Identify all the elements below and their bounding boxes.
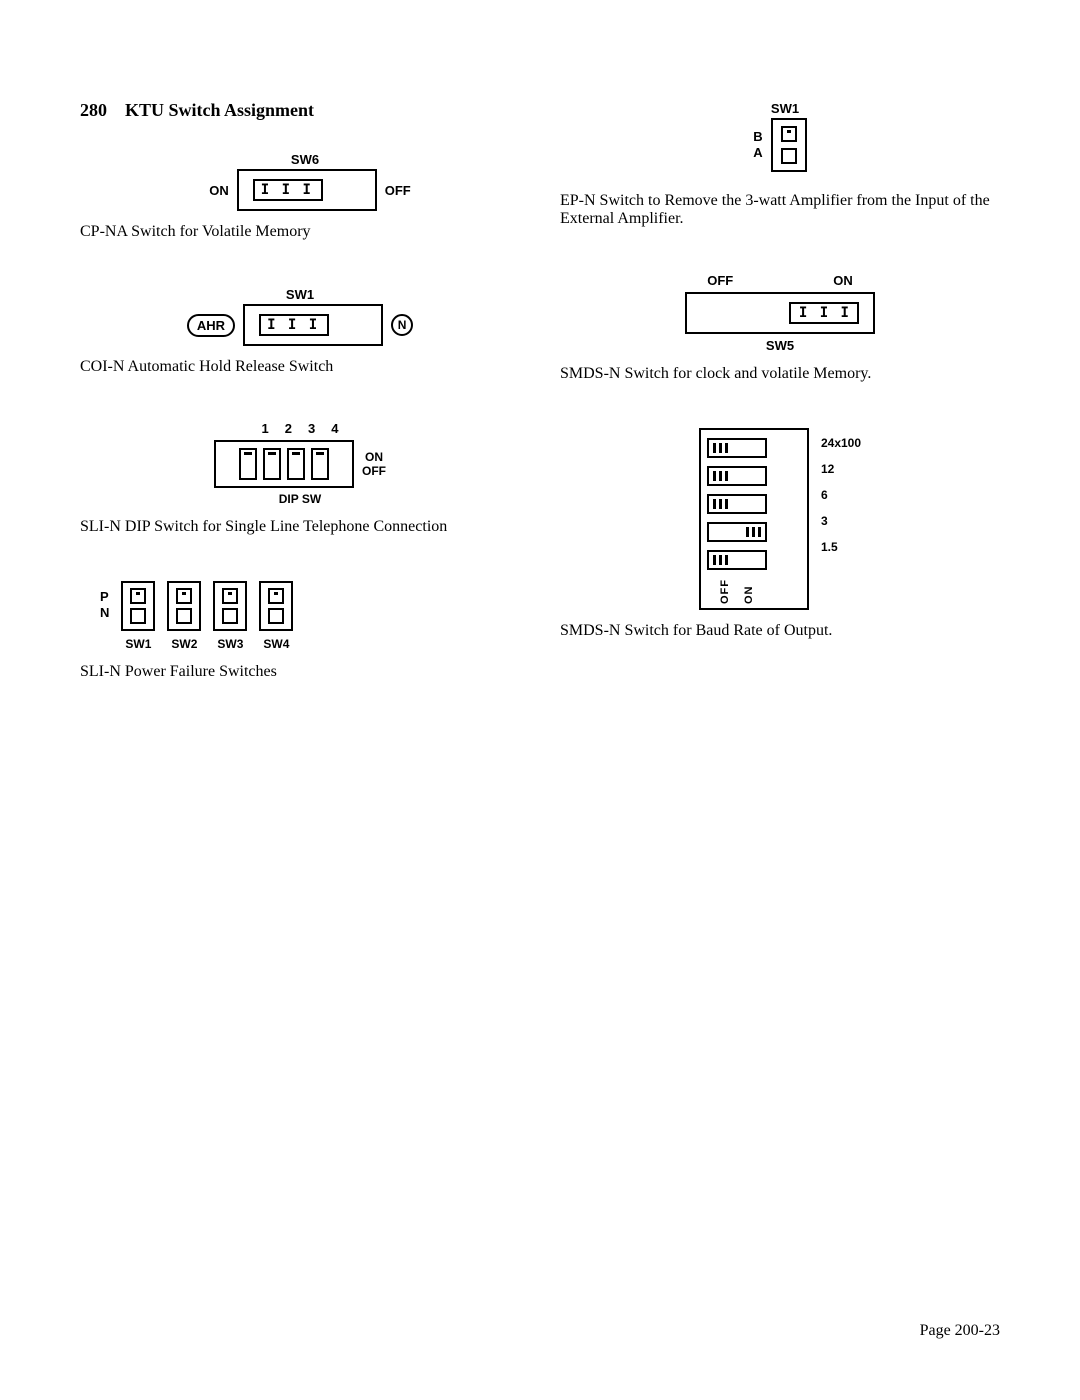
pf-box-4	[259, 581, 293, 631]
dip-cell-1	[239, 448, 257, 480]
sw6-slider: I I I	[253, 179, 323, 201]
epn-ba: B A	[753, 129, 762, 160]
pf-unit-3: SW3	[213, 581, 247, 651]
sw6-ticks: I I I	[261, 182, 313, 198]
right-column: SW1 B A EP-N Switch to Remove the 3-watt…	[560, 100, 1000, 726]
epn-diagram: B A	[560, 118, 1000, 172]
baud-onoff: OFF ON	[719, 579, 755, 604]
pf-caption: SLI-N Power Failure Switches	[80, 663, 520, 681]
pf-p: P	[100, 589, 109, 605]
sw6-block: SW6 ON I I I OFF CP-NA Switch for Volati…	[80, 151, 520, 241]
sw1-box: I I I	[243, 304, 383, 346]
sw1-diagram: AHR I I I N	[80, 304, 520, 346]
sw5-ticks: I I I	[799, 305, 851, 321]
dip-diagram: 1 2 3 4 ON OFF	[80, 421, 520, 506]
pf-lbl-4: SW4	[259, 637, 293, 651]
baud-r3: 6	[821, 488, 861, 502]
pf-n: N	[100, 605, 109, 621]
dip-1: 1	[262, 421, 269, 436]
baud-r1: 24x100	[821, 436, 861, 450]
dip-3: 3	[308, 421, 315, 436]
pf-lbl-3: SW3	[213, 637, 247, 651]
pf-diagram: P N SW1 SW2 SW3	[100, 581, 520, 651]
dip-caption: SLI-N DIP Switch for Single Line Telepho…	[80, 518, 520, 536]
dip-4: 4	[331, 421, 338, 436]
pf-pn: P N	[100, 589, 109, 620]
baud-caption: SMDS-N Switch for Baud Rate of Output.	[560, 622, 1000, 640]
title-text: KTU Switch Assignment	[125, 100, 314, 120]
dip-block: 1 2 3 4 ON OFF	[80, 421, 520, 536]
page-content: 280 KTU Switch Assignment SW6 ON I I I O…	[0, 0, 1080, 766]
left-column: 280 KTU Switch Assignment SW6 ON I I I O…	[80, 100, 520, 726]
dip-off: OFF	[362, 464, 386, 478]
dip-outer: ON OFF	[80, 440, 520, 488]
sw5-block: OFF ON I I I SW5 SMDS-N Switch for clock…	[560, 273, 1000, 383]
sw5-slider: I I I	[789, 302, 859, 324]
epn-b: B	[753, 129, 762, 145]
sw6-off: OFF	[385, 183, 411, 198]
pf-box-2	[167, 581, 201, 631]
pf-lbl-1: SW1	[121, 637, 155, 651]
pf-box-1	[121, 581, 155, 631]
pf-box-3	[213, 581, 247, 631]
dip-bottom: DIP SW	[80, 492, 520, 506]
sw1-label: SW1	[286, 287, 314, 302]
dip-on: ON	[362, 450, 386, 464]
dip-nums: 1 2 3 4	[80, 421, 520, 436]
n-circle: N	[391, 314, 413, 336]
sw6-diagram: ON I I I OFF	[100, 169, 520, 211]
pf-lbl-2: SW2	[167, 637, 201, 651]
sw6-label: SW6	[291, 152, 319, 167]
sw6-on: ON	[209, 183, 229, 198]
baud-off: OFF	[719, 579, 731, 604]
pf-unit-2: SW2	[167, 581, 201, 651]
baud-r2: 12	[821, 462, 861, 476]
dip-cell-3	[287, 448, 305, 480]
sw1-slider: I I I	[259, 314, 329, 336]
epn-a: A	[753, 145, 762, 161]
dip-2: 2	[285, 421, 292, 436]
ahr-oval: AHR	[187, 314, 235, 337]
sw5-on: ON	[833, 273, 853, 288]
pf-block: P N SW1 SW2 SW3	[80, 581, 520, 681]
dip-box	[214, 440, 354, 488]
sw6-caption: CP-NA Switch for Volatile Memory	[80, 223, 520, 241]
epn-label: SW1	[771, 101, 799, 116]
sw5-top: OFF ON	[560, 273, 1000, 288]
sw5-diagram: OFF ON I I I SW5	[560, 273, 1000, 353]
sw5-box: I I I	[685, 292, 875, 334]
sw5-label: SW5	[560, 338, 1000, 353]
baud-r5: 1.5	[821, 540, 861, 554]
dip-onoff: ON OFF	[362, 450, 386, 479]
epn-caption: EP-N Switch to Remove the 3-watt Amplifi…	[560, 192, 1000, 228]
title-num: 280	[80, 100, 107, 120]
pf-unit-1: SW1	[121, 581, 155, 651]
baud-diagram: OFF ON 24x100 12 6 3 1.5	[560, 428, 1000, 610]
baud-block: OFF ON 24x100 12 6 3 1.5 SMDS-N Switch f…	[560, 428, 1000, 640]
page-title: 280 KTU Switch Assignment	[80, 100, 520, 121]
sw1-ticks: I I I	[267, 317, 319, 333]
sw6-box: I I I	[237, 169, 377, 211]
epn-box	[771, 118, 807, 172]
dip-cell-4	[311, 448, 329, 480]
page-number: Page 200-23	[920, 1322, 1000, 1340]
baud-box: OFF ON	[699, 428, 809, 610]
pf-unit-4: SW4	[259, 581, 293, 651]
baud-r4: 3	[821, 514, 861, 528]
dip-cell-2	[263, 448, 281, 480]
epn-block: SW1 B A EP-N Switch to Remove the 3-watt…	[560, 100, 1000, 228]
sw1-caption: COI-N Automatic Hold Release Switch	[80, 358, 520, 376]
sw5-caption: SMDS-N Switch for clock and volatile Mem…	[560, 365, 1000, 383]
epn-slot-top	[781, 126, 797, 142]
sw1-ahr-block: SW1 AHR I I I N COI-N Automatic Hold Rel…	[80, 286, 520, 376]
pf-switches: SW1 SW2 SW3 SW4	[121, 581, 293, 651]
baud-on: ON	[743, 579, 755, 604]
baud-labels: 24x100 12 6 3 1.5	[809, 428, 861, 554]
epn-slot-bot	[781, 148, 797, 164]
sw5-off: OFF	[707, 273, 733, 288]
